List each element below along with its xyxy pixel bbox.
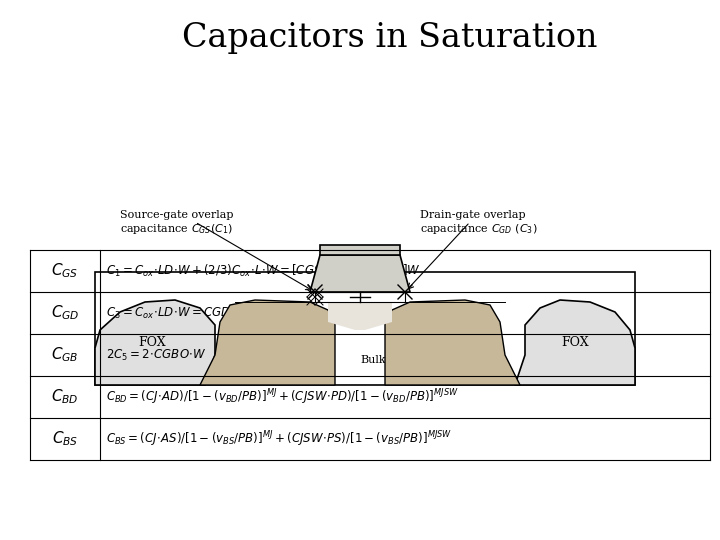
Text: Drain-gate overlap
capacitance $C_{GD}$ $(C_3)$: Drain-gate overlap capacitance $C_{GD}$ … xyxy=(420,210,537,236)
Polygon shape xyxy=(328,302,392,330)
Text: $C_{GD}$: $C_{GD}$ xyxy=(50,303,79,322)
Text: Bulk: Bulk xyxy=(360,355,386,365)
Text: $C_{BD}$: $C_{BD}$ xyxy=(51,388,78,406)
Polygon shape xyxy=(310,255,410,292)
Text: Drain: Drain xyxy=(434,335,470,348)
Text: $2C_5 = 2\!\cdot\!CGBO\!\cdot\!W$: $2C_5 = 2\!\cdot\!CGBO\!\cdot\!W$ xyxy=(106,347,207,362)
Text: $C_{BS}$: $C_{BS}$ xyxy=(52,430,78,448)
Text: $C_{BD} = (CJ\!\cdot\!AD)/[1-(v_{BD}/PB)]^{MJ} + (CJSW\!\cdot\!PD)/[1-(v_{BD}/PB: $C_{BD} = (CJ\!\cdot\!AD)/[1-(v_{BD}/PB)… xyxy=(106,387,459,407)
Text: Source-gate overlap
capacitance $C_{GS}$$(C_1)$: Source-gate overlap capacitance $C_{GS}$… xyxy=(120,210,233,236)
Polygon shape xyxy=(95,300,215,385)
Polygon shape xyxy=(385,300,520,385)
Polygon shape xyxy=(515,300,635,385)
Text: $C_1 = C_{ox}\!\cdot\!LD\!\cdot\!W + (2/3)C_{ox}\!\cdot\!L\!\cdot\!W = [CGSO + (: $C_1 = C_{ox}\!\cdot\!LD\!\cdot\!W + (2/… xyxy=(106,263,420,279)
Text: $C_{GS}$: $C_{GS}$ xyxy=(51,262,78,280)
Polygon shape xyxy=(320,245,400,255)
Text: $C_{BS} = (CJ\!\cdot\!AS)/[1-(v_{BS}/PB)]^{MJ} + (CJSW\!\cdot\!PS)/[1-(v_{BS}/PB: $C_{BS} = (CJ\!\cdot\!AS)/[1-(v_{BS}/PB)… xyxy=(106,429,452,449)
Polygon shape xyxy=(315,292,405,302)
Text: $C_3 = C_{ox}\!\cdot\!LD\!\cdot\!W = CGDO\!\cdot\!W$: $C_3 = C_{ox}\!\cdot\!LD\!\cdot\!W = CGD… xyxy=(106,306,257,321)
Text: FOX: FOX xyxy=(138,335,166,348)
Text: Source: Source xyxy=(240,335,284,348)
Text: Gate: Gate xyxy=(345,266,375,279)
Text: Capacitors in Saturation: Capacitors in Saturation xyxy=(182,22,598,54)
Text: $C_{GB}$: $C_{GB}$ xyxy=(51,346,78,365)
Text: FOX: FOX xyxy=(561,335,589,348)
Text: Gate-Channel
Capacitance $(C_2)$: Gate-Channel Capacitance $(C_2)$ xyxy=(230,355,320,380)
Polygon shape xyxy=(200,300,335,385)
Polygon shape xyxy=(95,272,635,385)
